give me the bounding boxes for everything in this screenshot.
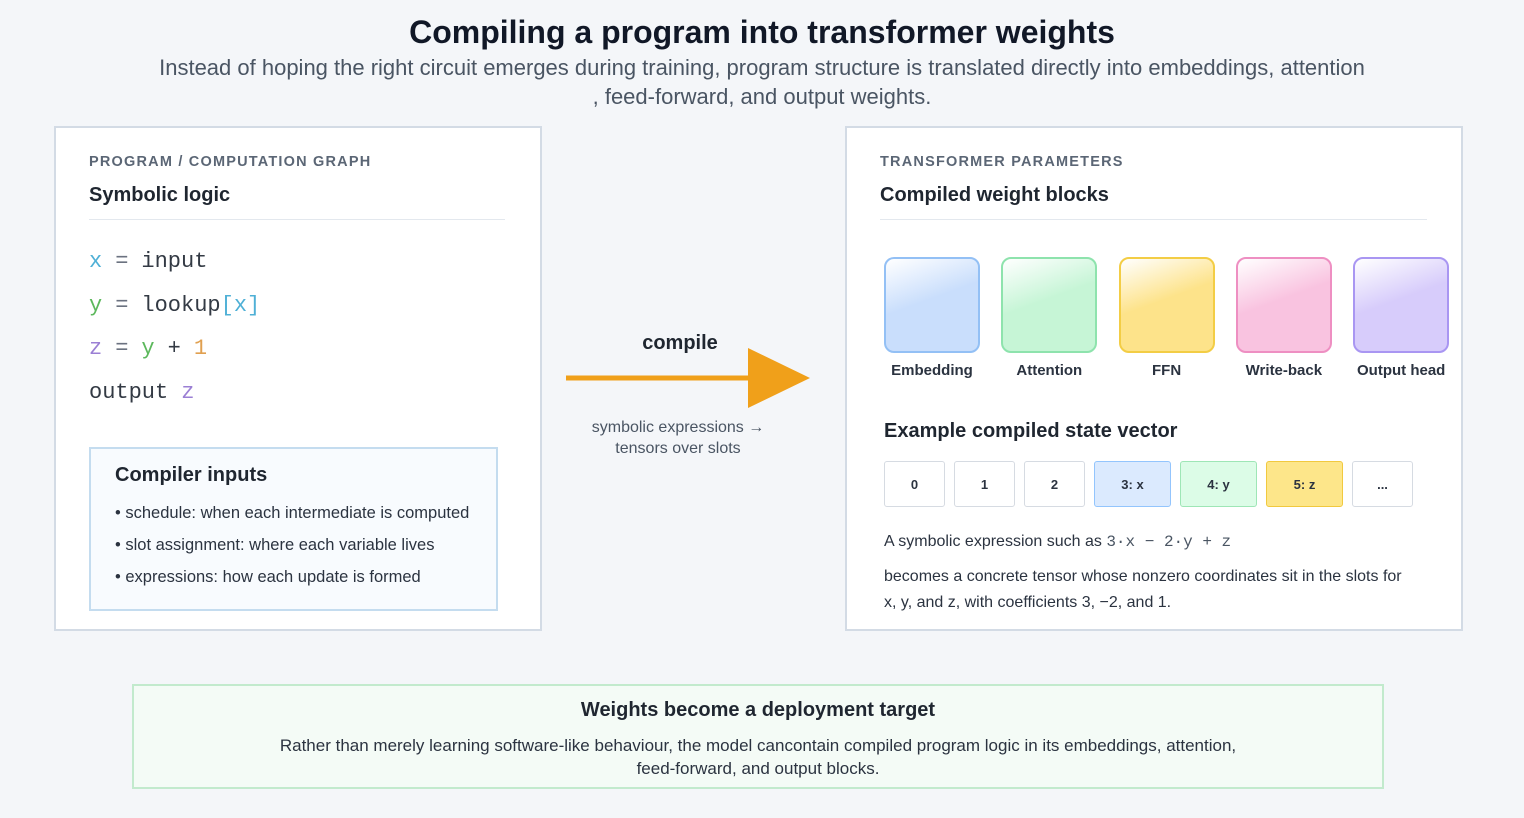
- block-label: FFN: [1152, 362, 1182, 379]
- code-token: input: [141, 249, 208, 274]
- list-item: schedule: when each intermediate is comp…: [115, 504, 469, 523]
- weight-block: [1353, 257, 1450, 353]
- block-label: Embedding: [891, 362, 973, 379]
- expression-line: A symbolic expression such as 3·x − 2·y …: [884, 533, 1231, 551]
- code-token: =: [115, 292, 129, 318]
- code-token: [x]: [220, 292, 261, 318]
- code-token: y: [89, 292, 103, 318]
- weight-block: [884, 257, 980, 353]
- code-line: z = y +1: [89, 336, 207, 361]
- weight-block: [1118, 257, 1215, 353]
- footer-text: Rather than merely learning software-lik…: [279, 736, 1237, 755]
- code-token: x: [89, 249, 103, 274]
- expression-code: 3·x − 2·y + z: [1106, 533, 1232, 551]
- code-line: y = lookup[x]: [89, 293, 260, 318]
- code-line: output z: [89, 380, 194, 405]
- arrow-head: [748, 348, 810, 408]
- code-token: =: [115, 249, 129, 274]
- footer-text: feed-forward, and output blocks.: [636, 759, 880, 778]
- list-item: slot assignment: where each variable liv…: [115, 536, 434, 555]
- slot: ...: [1352, 461, 1413, 507]
- divider: [89, 219, 505, 220]
- arrow-caption: symbolic expressions →: [591, 419, 765, 436]
- code-token: 1: [193, 336, 208, 361]
- code-token: lookup: [141, 292, 221, 318]
- code-token: +: [167, 336, 181, 361]
- page-title: Compiling a program into transformer wei…: [409, 14, 1115, 50]
- weight-block: [1001, 257, 1098, 353]
- code-token: z: [89, 336, 103, 361]
- paragraph-line: becomes a concrete tensor whose nonzero …: [884, 568, 1402, 585]
- code-token: output: [89, 379, 169, 405]
- text: A symbolic expression such as: [884, 533, 1102, 550]
- slot: 0: [884, 461, 945, 507]
- divider: [880, 219, 1427, 220]
- state-title: Example compiled state vector: [884, 420, 1178, 442]
- panel-label: PROGRAM / COMPUTATION GRAPH: [89, 154, 372, 170]
- slot: 1: [954, 461, 1015, 507]
- panel-title: Symbolic logic: [89, 184, 231, 206]
- subtitle: Instead of hoping the right circuit emer…: [159, 55, 1365, 80]
- paragraph-line: x, y, and z, with coefficients 3, −2, an…: [884, 594, 1172, 611]
- code-line: x = input: [89, 249, 207, 274]
- slot: 2: [1024, 461, 1085, 507]
- compile-arrow: [566, 348, 810, 408]
- block-label: Output head: [1357, 362, 1446, 379]
- block-label: Attention: [1016, 362, 1083, 379]
- arrow-label: compile: [642, 332, 718, 354]
- slot: 5: z: [1266, 461, 1343, 507]
- panel-label: TRANSFORMER PARAMETERS: [880, 154, 1124, 170]
- footer-box: [132, 684, 1384, 789]
- code-token: =: [115, 336, 129, 361]
- right-panel: [845, 126, 1463, 631]
- list-item: expressions: how each update is formed: [115, 568, 420, 587]
- footer-title: Weights become a deployment target: [580, 699, 936, 721]
- slot: 4: y: [1180, 461, 1257, 507]
- weight-block: [1235, 257, 1332, 353]
- arrow-caption: tensors over slots: [615, 440, 741, 457]
- code-token: y: [141, 336, 155, 361]
- subtitle: , feed-forward, and output weights.: [592, 84, 932, 109]
- box-title: Compiler inputs: [115, 464, 268, 486]
- slot: 3: x: [1094, 461, 1171, 507]
- code-token: z: [181, 379, 195, 405]
- block-label: Write-back: [1245, 362, 1323, 379]
- panel-title: Compiled weight blocks: [880, 184, 1109, 206]
